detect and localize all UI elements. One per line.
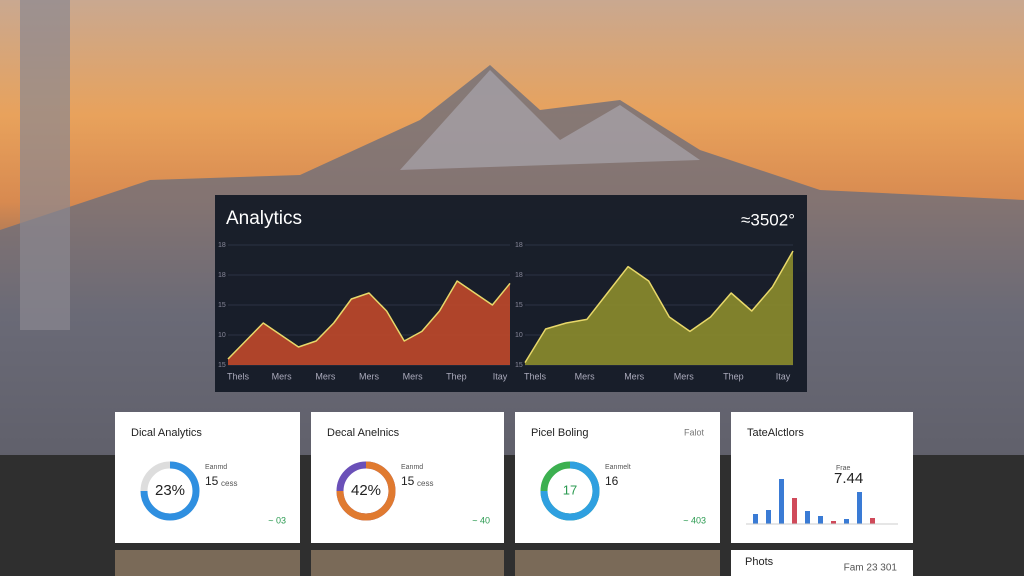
x-label: Mers: [315, 371, 335, 381]
area-line: [524, 250, 794, 363]
y-label: 18: [515, 242, 523, 249]
photo: [515, 550, 720, 576]
area: [525, 251, 793, 365]
y-label: 10: [218, 332, 226, 339]
ring-label: 23%: [155, 482, 185, 499]
card-delta: ~ 03: [268, 515, 286, 525]
bar: [831, 521, 836, 524]
photo: [115, 550, 300, 576]
card-small: Eanmelt: [605, 464, 631, 471]
y-label: 15: [218, 362, 226, 369]
x-label: Mers: [272, 371, 292, 381]
card-small: Frae: [836, 465, 851, 472]
bottom-title: Phots: [745, 556, 774, 568]
photo: [311, 550, 504, 576]
ring-label: 42%: [351, 482, 381, 499]
card-title: Dical Analytics: [131, 427, 202, 439]
area: [228, 281, 510, 365]
x-label: Thep: [446, 371, 467, 381]
bar: [818, 516, 823, 524]
ring-arc: [336, 461, 396, 521]
y-label: 18: [218, 242, 226, 249]
ring-label: 17: [563, 482, 577, 497]
y-label: 15: [515, 302, 523, 309]
card-number: 16: [605, 474, 619, 488]
panel-title: Analytics: [226, 208, 302, 229]
y-label: 15: [515, 362, 523, 369]
card-delta: ~ 403: [683, 515, 706, 525]
bar: [766, 510, 771, 524]
x-label: Mers: [575, 371, 595, 381]
panel-value: ≈3502°: [741, 210, 795, 229]
y-label: 18: [218, 272, 226, 279]
y-label: 18: [515, 272, 523, 279]
card-number: 7.44: [834, 470, 863, 487]
card-title: TateAlctlors: [747, 427, 804, 439]
photos-card: [731, 550, 913, 576]
card-delta: ~ 40: [472, 515, 490, 525]
x-label: Itay: [776, 371, 791, 381]
pole: [20, 0, 70, 330]
x-label: Thels: [227, 371, 250, 381]
card-title: Picel Boling: [531, 427, 588, 439]
x-label: Mers: [624, 371, 644, 381]
x-label: Mers: [674, 371, 694, 381]
bar: [870, 518, 875, 524]
bar: [753, 514, 758, 524]
card-action: Falot: [684, 427, 705, 437]
card-unit: cess: [417, 479, 433, 488]
card-number: 15: [401, 474, 415, 488]
card-small: Eanmd: [205, 464, 227, 471]
x-label: Mers: [359, 371, 379, 381]
y-label: 15: [218, 302, 226, 309]
bar: [779, 479, 784, 524]
area-line: [227, 280, 511, 360]
x-label: Thep: [723, 371, 744, 381]
bottom-meta: Fam 23 301: [844, 563, 898, 574]
bar: [844, 519, 849, 524]
card-small: Eanmd: [401, 464, 423, 471]
x-label: Thels: [524, 371, 547, 381]
bar: [805, 511, 810, 524]
card-title: Decal Anelnics: [327, 427, 400, 439]
x-label: Mers: [403, 371, 423, 381]
y-label: 10: [515, 332, 523, 339]
card-number: 15: [205, 474, 219, 488]
snow: [400, 70, 700, 170]
ring-arc: [540, 461, 600, 521]
x-label: Itay: [493, 371, 508, 381]
bar: [857, 492, 862, 524]
card-unit: cess: [221, 479, 237, 488]
ring-arc: [140, 461, 200, 521]
bar: [792, 498, 797, 524]
